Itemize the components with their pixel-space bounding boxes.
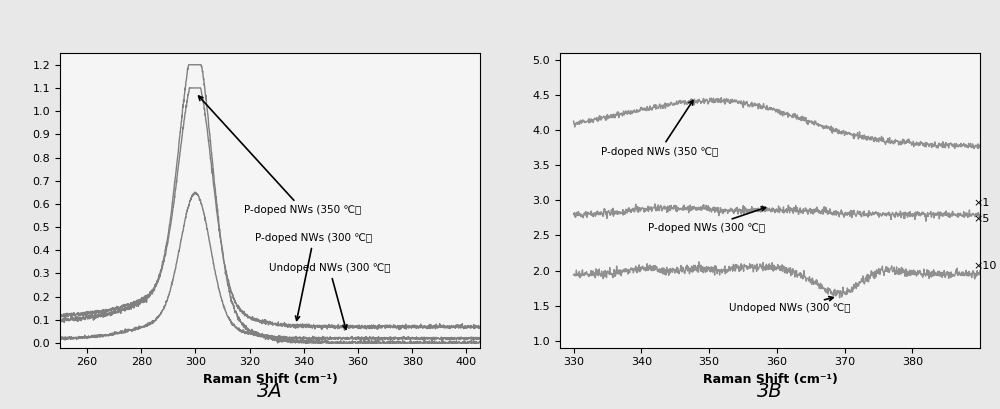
Text: ×5: ×5 bbox=[973, 214, 990, 225]
X-axis label: Raman Shift (cm⁻¹): Raman Shift (cm⁻¹) bbox=[203, 373, 337, 386]
Text: Undoped NWs (300 ℃）: Undoped NWs (300 ℃） bbox=[269, 263, 390, 329]
Text: P-doped NWs (350 ℃）: P-doped NWs (350 ℃） bbox=[601, 101, 718, 157]
Text: 3A: 3A bbox=[257, 382, 283, 401]
Text: P-doped NWs (350 ℃）: P-doped NWs (350 ℃） bbox=[199, 96, 362, 215]
Text: 3B: 3B bbox=[757, 382, 783, 401]
Text: ×1: ×1 bbox=[973, 198, 990, 207]
X-axis label: Raman Shift (cm⁻¹): Raman Shift (cm⁻¹) bbox=[703, 373, 837, 386]
Text: P-doped NWs (300 ℃）: P-doped NWs (300 ℃） bbox=[648, 207, 766, 233]
Text: Undoped NWs (300 ℃）: Undoped NWs (300 ℃） bbox=[729, 297, 851, 313]
Text: P-doped NWs (300 ℃）: P-doped NWs (300 ℃） bbox=[255, 233, 372, 320]
Text: ×10: ×10 bbox=[973, 261, 997, 271]
